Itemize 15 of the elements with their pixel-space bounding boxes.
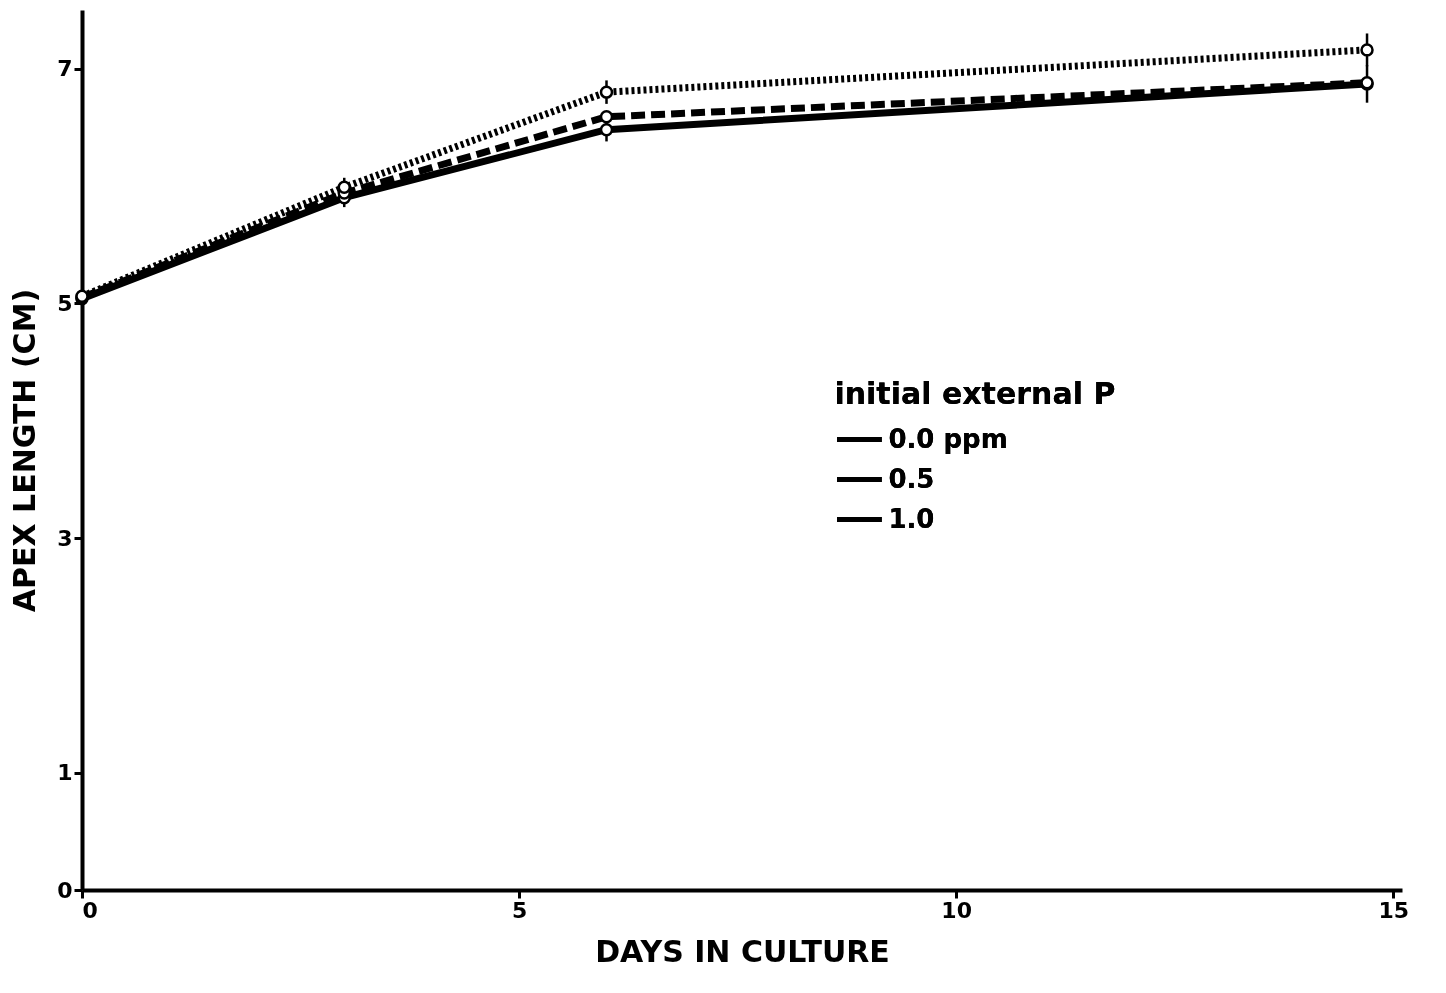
y-tick-label: 3 bbox=[57, 525, 73, 551]
y-tick-label: 0 bbox=[57, 877, 73, 903]
x-axis-title: DAYS IN CULTURE bbox=[595, 933, 890, 969]
x-tick-label: 15 bbox=[1378, 897, 1410, 923]
legend-label: 0.5 bbox=[888, 463, 935, 494]
x-tick-label: 0 bbox=[82, 897, 98, 923]
x-tick-label: 5 bbox=[511, 897, 528, 923]
x-tick-label: 10 bbox=[941, 897, 972, 923]
y-tick-label: 7 bbox=[57, 56, 73, 82]
y-tick-label: 1 bbox=[57, 760, 73, 786]
legend-label: 0.0 ppm bbox=[888, 423, 1008, 454]
legend-title: initial external P bbox=[834, 375, 1116, 411]
y-axis-title: APEX LENGTH (CM) bbox=[7, 288, 43, 613]
legend-label: 1.0 bbox=[888, 503, 935, 534]
y-tick-label: 5 bbox=[57, 290, 73, 316]
